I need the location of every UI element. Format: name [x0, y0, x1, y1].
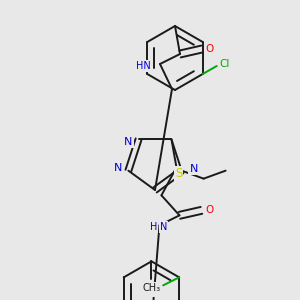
Text: O: O — [205, 205, 214, 215]
Text: N: N — [160, 222, 167, 232]
Text: H: H — [150, 222, 157, 232]
Text: Cl: Cl — [148, 286, 158, 296]
Text: HN: HN — [136, 61, 151, 71]
Text: O: O — [206, 44, 214, 54]
Text: S: S — [175, 167, 182, 180]
Text: N: N — [189, 164, 198, 174]
Text: CH₃: CH₃ — [142, 283, 160, 293]
Text: N: N — [114, 163, 123, 173]
Text: N: N — [124, 137, 133, 147]
Text: Cl: Cl — [220, 59, 230, 69]
